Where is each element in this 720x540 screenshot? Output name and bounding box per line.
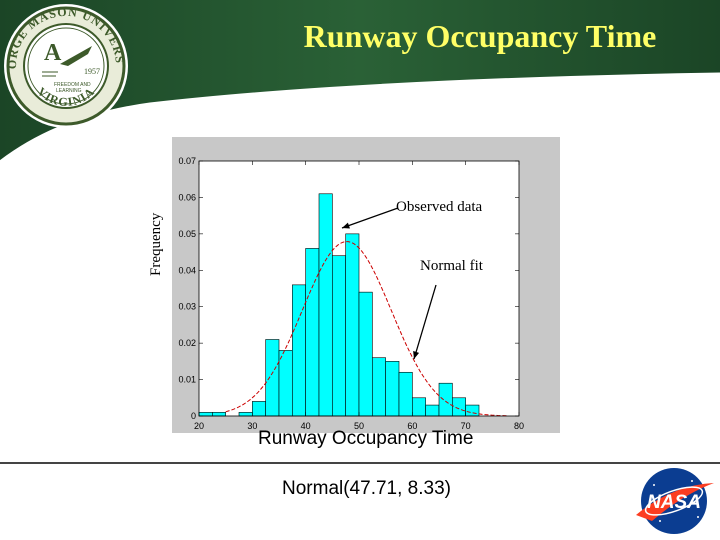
normal-fit-curve — [225, 241, 509, 417]
annotation-observed-data: Observed data — [396, 199, 483, 215]
histogram-bar-4 — [252, 401, 266, 417]
y-tick-label-7: 0.07 — [178, 156, 196, 166]
arrow-observed-data-head — [342, 222, 350, 229]
histogram-bar-3 — [238, 412, 253, 417]
histogram-bar-16 — [412, 397, 426, 417]
nasa-logo-icon: NASA — [636, 468, 714, 534]
histogram-bar-5 — [265, 339, 280, 417]
svg-text:A: A — [44, 40, 62, 66]
x-tick-label-3: 50 — [354, 421, 364, 431]
x-axis-label: Runway Occupancy Time — [258, 428, 474, 449]
histogram-bar-1 — [212, 412, 226, 417]
histogram-bar-8 — [305, 248, 320, 417]
x-tick-label-0: 20 — [194, 421, 204, 431]
annotation-normal-fit: Normal fit — [420, 258, 483, 274]
histogram-bar-11 — [345, 233, 360, 417]
histogram-bar-9 — [318, 193, 333, 417]
y-tick-label-2: 0.02 — [178, 338, 196, 348]
svg-text:1957: 1957 — [84, 67, 100, 76]
histogram-bar-0 — [198, 412, 213, 417]
histogram-bar-12 — [358, 291, 373, 417]
histogram-bar-18 — [438, 382, 453, 417]
y-axis-label: Frequency — [148, 212, 164, 276]
histogram-bar-10 — [332, 255, 346, 417]
y-tick-label-5: 0.05 — [178, 229, 196, 239]
histogram-bar-7 — [292, 284, 306, 417]
histogram-bar-19 — [452, 397, 466, 417]
histogram-bar-13 — [372, 357, 386, 417]
chart-panel: 20 30 40 50 60 70 80 0 0.01 0.02 0.03 0.04 0.05 0.06 0… — [172, 137, 560, 433]
svg-text:LEARNING: LEARNING — [56, 88, 82, 94]
arrow-normal-fit — [413, 284, 437, 360]
distribution-label: Normal(47.71, 8.33) — [282, 478, 451, 499]
histogram-chart: 20 30 40 50 60 70 80 0 0.01 0.02 0.03 0.04 0.05 0.06 0… — [178, 156, 524, 431]
x-tick-label-6: 80 — [514, 421, 524, 431]
y-tick-label-6: 0.06 — [178, 192, 196, 202]
x-tick-label-1: 30 — [247, 421, 257, 431]
histogram-bar-6 — [278, 350, 293, 417]
slide-title: Runway Occupancy Time — [303, 18, 657, 54]
y-tick-label-0: 0 — [191, 411, 196, 421]
divider-line — [0, 462, 720, 464]
histogram-bar-17 — [425, 404, 440, 417]
histogram-bar-20 — [465, 404, 480, 417]
svg-text:FREEDOM AND: FREEDOM AND — [54, 82, 91, 88]
y-tick-label-1: 0.01 — [178, 375, 196, 385]
x-tick-label-2: 40 — [301, 421, 311, 431]
histogram-bar-15 — [398, 371, 413, 417]
y-tick-label-3: 0.03 — [178, 302, 196, 312]
svg-text:NASA: NASA — [647, 492, 701, 513]
university-seal-icon: GEORGE MASON UNIVERSITY VIRGINIA A 1957 … — [2, 2, 128, 128]
histogram-bar-14 — [385, 361, 400, 417]
x-tick-label-5: 70 — [461, 421, 471, 431]
arrow-normal-fit-head — [413, 351, 420, 359]
arrow-observed-data — [341, 207, 399, 229]
x-tick-label-4: 60 — [407, 421, 417, 431]
y-tick-label-4: 0.04 — [178, 265, 196, 275]
